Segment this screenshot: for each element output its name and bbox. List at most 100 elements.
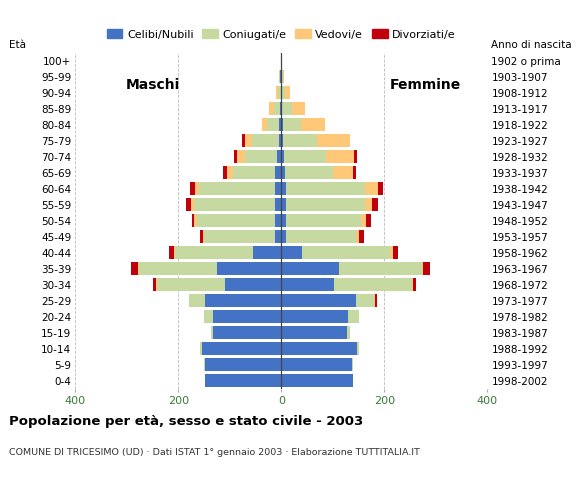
Bar [205,374,281,387]
Bar [285,166,333,180]
Bar [197,214,275,228]
Bar [213,310,281,324]
Bar [347,326,350,339]
Text: Maschi: Maschi [125,78,180,92]
Bar [153,278,155,291]
Bar [195,182,199,195]
Bar [223,166,227,180]
Bar [275,214,281,228]
Bar [353,166,356,180]
Bar [279,70,280,84]
Bar [269,102,274,115]
Bar [204,230,275,243]
Bar [281,374,353,387]
Bar [227,166,233,180]
Text: COMUNE DI TRICESIMO (UD) · Dati ISTAT 1° gennaio 2003 · Elaborazione TUTTITALIA.: COMUNE DI TRICESIMO (UD) · Dati ISTAT 1°… [9,448,419,457]
Bar [139,262,217,276]
Bar [281,278,334,291]
Bar [188,294,205,307]
Bar [354,150,357,163]
Bar [233,166,275,180]
Bar [326,150,354,163]
Bar [281,214,287,228]
Bar [281,150,284,163]
Bar [357,342,359,355]
Bar [283,118,302,132]
Bar [157,278,224,291]
Bar [281,134,284,147]
Bar [366,214,371,228]
Bar [333,166,353,180]
Bar [279,134,281,147]
Text: Femmine: Femmine [390,78,461,92]
Bar [267,118,279,132]
Bar [186,198,191,211]
Bar [242,134,245,147]
Bar [191,198,194,211]
Bar [281,262,339,276]
Bar [285,86,290,99]
Bar [365,182,378,195]
Bar [356,294,375,307]
Bar [205,294,281,307]
Bar [252,134,279,147]
Bar [280,102,281,115]
Bar [365,198,372,211]
Bar [199,182,275,195]
Bar [281,326,347,339]
Bar [282,102,292,115]
Bar [245,134,252,147]
Bar [211,326,213,339]
Bar [155,278,157,291]
Bar [372,198,378,211]
Bar [204,358,205,372]
Bar [277,150,281,163]
Bar [275,166,281,180]
Bar [279,118,281,132]
Bar [302,246,390,259]
Bar [224,278,281,291]
Text: Anno di nascita: Anno di nascita [491,40,571,50]
Bar [317,134,350,147]
Bar [194,214,197,228]
Text: Età: Età [9,40,26,50]
Bar [280,70,281,84]
Bar [292,102,305,115]
Bar [334,278,412,291]
Bar [352,358,353,372]
Bar [275,230,281,243]
Bar [253,246,281,259]
Bar [281,342,357,355]
Bar [281,86,285,99]
Bar [348,310,358,324]
Bar [234,150,237,163]
Bar [190,182,195,195]
Bar [131,262,137,276]
Bar [169,246,174,259]
Bar [281,230,287,243]
Bar [281,118,283,132]
Bar [281,246,302,259]
Bar [275,198,281,211]
Bar [137,262,139,276]
Bar [393,246,398,259]
Bar [281,166,285,180]
Bar [284,150,326,163]
Bar [278,86,281,99]
Bar [274,102,280,115]
Bar [237,150,245,163]
Bar [204,310,213,324]
Bar [205,358,281,372]
Bar [302,118,325,132]
Bar [192,214,194,228]
Bar [213,326,281,339]
Bar [281,294,356,307]
Bar [284,134,317,147]
Bar [412,278,413,291]
Legend: Celibi/Nubili, Coniugati/e, Vedovi/e, Divorziati/e: Celibi/Nubili, Coniugati/e, Vedovi/e, Di… [103,25,460,44]
Bar [287,182,365,195]
Bar [375,294,377,307]
Bar [262,118,267,132]
Bar [281,310,348,324]
Bar [281,102,282,115]
